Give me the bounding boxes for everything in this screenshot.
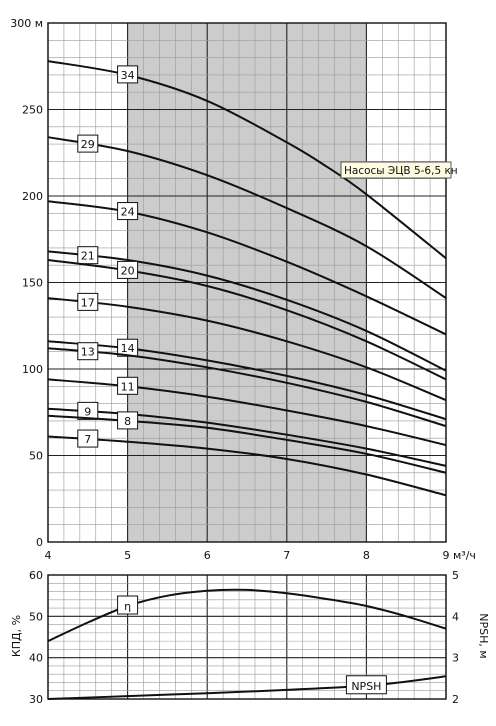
plot-frame	[47, 22, 447, 543]
curve-label-21: 21	[81, 250, 95, 263]
curve-label-17: 17	[81, 296, 95, 309]
curve-label-box-9	[77, 401, 99, 420]
curve-label-34: 34	[121, 69, 135, 82]
y-tick-label: 100	[22, 363, 43, 376]
curve-label-box-11	[117, 376, 139, 395]
curve-label-20: 20	[121, 264, 135, 277]
eff-grid	[47, 574, 447, 700]
curve-label-box-8	[117, 411, 139, 430]
npsh-axis-label: NPSH, м	[477, 613, 490, 658]
eff-y-tick-label: 40	[29, 652, 43, 665]
npsh-y-tick-label: 3	[452, 652, 459, 665]
eff-y-tick-label: 30	[29, 693, 43, 706]
head-curve-7	[47, 435, 447, 497]
x-tick-label: 7	[283, 549, 290, 562]
curve-label-box-21	[77, 246, 99, 265]
y-tick-label: 200	[22, 190, 43, 203]
x-tick-label: 6	[204, 549, 211, 562]
curve-label-box-13	[77, 342, 99, 361]
eff-y-tick-label: 60	[29, 569, 43, 582]
x-tick-label: 5	[124, 549, 131, 562]
npsh-y-tick-label: 4	[452, 610, 459, 623]
eff-curve-NPSH	[47, 675, 447, 700]
curve-label-box-29	[77, 134, 99, 153]
eff-curves: η NPSH	[47, 588, 447, 700]
curve-label-13: 13	[81, 346, 95, 359]
annotation: Насосы ЭЦВ 5-6,5 кн	[340, 161, 458, 179]
eff-y-tick-label: 50	[29, 610, 43, 623]
y-tick-label: 150	[22, 277, 43, 290]
annotation-box	[340, 161, 452, 179]
y-tick-label: 250	[22, 104, 43, 117]
y-tick-label: 300 м	[10, 17, 43, 30]
curve-label-box-20	[117, 260, 139, 279]
head-curve-21	[47, 250, 447, 372]
eff-axis-label: КПД, %	[10, 615, 23, 657]
efficiency-npsh-chart: 30 40 50 60 2 3 4 5 η NPSH КПД, % NPSH, м	[10, 569, 490, 706]
annotation-text: Насосы ЭЦВ 5-6,5 кн	[344, 165, 458, 177]
curve-label-9: 9	[84, 405, 91, 418]
curve-label-7: 7	[84, 433, 91, 446]
curve-label-box-34	[117, 65, 139, 84]
x-tick-label: 4	[45, 549, 52, 562]
curve-label-24: 24	[121, 206, 135, 219]
npsh-y-tick-label: 2	[452, 693, 459, 706]
curve-label-14: 14	[121, 342, 135, 355]
head-curve-29	[47, 136, 447, 299]
curve-label-box-17	[77, 292, 99, 311]
eff-curve-label-NPSH: NPSH	[351, 680, 381, 693]
eff-curve-label-η: η	[124, 600, 131, 613]
head-curve-13	[47, 347, 447, 428]
y-tick-label: 50	[29, 450, 43, 463]
x-axis-unit: м³/ч	[453, 549, 476, 562]
curve-label-29: 29	[81, 138, 95, 151]
curve-label-box-14	[117, 338, 139, 357]
eff-plot-frame	[47, 574, 447, 700]
x-tick-label: 8	[363, 549, 370, 562]
eff-axes: 30 40 50 60 2 3 4 5	[29, 569, 459, 706]
head-curves: 34 29 24 21 20 17 14 13 11 9 8 7	[47, 60, 447, 497]
curve-label-box-24	[117, 202, 139, 221]
eff-curve-η	[47, 588, 447, 643]
y-tick-label: 0	[36, 536, 43, 549]
curve-label-11: 11	[121, 380, 135, 393]
npsh-y-tick-label: 5	[452, 569, 459, 582]
x-tick-label: 9	[443, 549, 450, 562]
curve-label-box-7	[77, 429, 99, 448]
eff-curve-label-box-NPSH	[345, 675, 387, 695]
head-curve-17	[47, 297, 447, 402]
eff-curve-label-box-η	[117, 595, 139, 615]
curve-label-8: 8	[124, 415, 131, 428]
